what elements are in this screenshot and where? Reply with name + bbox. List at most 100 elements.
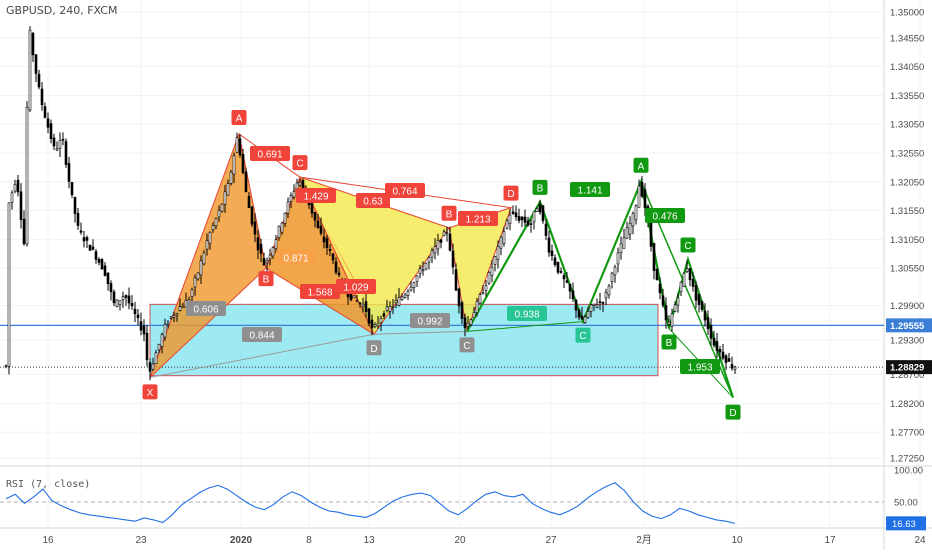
- ratio-label[interactable]: 1.213: [458, 211, 498, 226]
- candle: [289, 192, 293, 209]
- candle: [130, 295, 134, 310]
- candle: [514, 205, 518, 221]
- pattern-point-label[interactable]: D: [503, 185, 519, 201]
- price-tick-label: 1.29900: [890, 301, 924, 312]
- candle: [382, 310, 386, 320]
- candle: [661, 288, 665, 308]
- candle: [721, 343, 725, 361]
- candle: [673, 301, 677, 313]
- candle: [574, 299, 578, 319]
- candle: [76, 207, 80, 230]
- candle: [58, 132, 62, 158]
- candles-layer: [4, 26, 737, 381]
- exchange-label: FXCM: [87, 4, 118, 17]
- ratio-label[interactable]: 0.63: [356, 193, 390, 208]
- candle: [691, 271, 695, 292]
- time-tick-label: 10: [731, 535, 743, 546]
- candle: [70, 181, 74, 199]
- candle: [487, 270, 491, 285]
- candle: [652, 243, 656, 280]
- candle: [325, 235, 329, 255]
- candle: [79, 222, 83, 235]
- pattern-point-label[interactable]: B: [532, 179, 548, 195]
- candle: [553, 254, 557, 268]
- pattern-point-label[interactable]: B: [661, 334, 677, 350]
- rsi-line: [5, 482, 736, 524]
- candle: [73, 196, 77, 223]
- ratio-label[interactable]: 0.871: [276, 250, 316, 265]
- candle: [37, 69, 41, 90]
- candle: [559, 267, 563, 274]
- ratio-label[interactable]: 0.938: [507, 306, 547, 321]
- candle: [523, 209, 527, 227]
- candle: [193, 274, 197, 296]
- pattern-point-label[interactable]: A: [231, 110, 247, 126]
- pattern-point-label[interactable]: C: [680, 237, 696, 253]
- candle: [595, 298, 599, 309]
- time-tick-label: 20: [454, 535, 466, 546]
- price-tick-label: 1.29300: [890, 336, 924, 347]
- pattern-point-label[interactable]: C: [292, 155, 308, 171]
- ratio-label[interactable]: 0.844: [242, 327, 282, 342]
- candle: [274, 234, 278, 254]
- time-tick-label: 16: [42, 535, 54, 546]
- pattern-point-label[interactable]: C: [459, 337, 475, 353]
- price-tick-label: 1.28200: [890, 399, 924, 410]
- pattern-point-label[interactable]: D: [725, 404, 741, 420]
- rsi-title: RSI (7, close): [6, 479, 91, 490]
- candle: [439, 238, 443, 249]
- pattern-point-label[interactable]: B: [258, 271, 274, 287]
- candle: [10, 190, 14, 210]
- candle: [397, 288, 401, 307]
- candle: [562, 272, 566, 289]
- pattern-point-label[interactable]: B: [441, 205, 457, 221]
- candle: [589, 303, 593, 318]
- candle: [370, 314, 374, 336]
- candle: [220, 203, 224, 213]
- svg-text:B: B: [666, 338, 673, 349]
- ratio-label[interactable]: 1.568: [300, 284, 340, 299]
- ratio-label[interactable]: 0.764: [385, 183, 425, 198]
- rsi-value-tag: 16.63: [886, 516, 926, 531]
- candle: [667, 315, 671, 327]
- ratio-label[interactable]: 0.606: [186, 301, 226, 316]
- pattern-point-label[interactable]: D: [366, 340, 382, 356]
- ratio-label[interactable]: 1.029: [336, 279, 376, 294]
- candle: [361, 297, 365, 313]
- candle: [583, 314, 587, 324]
- rsi-tick-label: 100.00: [894, 466, 923, 477]
- time-tick-label: 17: [824, 535, 836, 546]
- price-tick-label: 1.32050: [890, 177, 924, 188]
- svg-text:D: D: [729, 408, 736, 419]
- candle: [475, 297, 479, 317]
- price-tick-label: 1.34550: [890, 33, 924, 44]
- candle: [400, 293, 404, 301]
- pattern-bullish-leg: [466, 321, 584, 332]
- ratio-label[interactable]: 0.476: [645, 208, 685, 223]
- symbol-label: GBPUSD: [6, 4, 53, 17]
- svg-text:16.63: 16.63: [892, 519, 916, 530]
- pattern-point-label[interactable]: C: [575, 327, 591, 343]
- svg-text:0.63: 0.63: [363, 197, 383, 208]
- ratio-label[interactable]: 0.992: [410, 313, 450, 328]
- candle: [694, 280, 698, 309]
- ratio-label[interactable]: 0.691: [250, 146, 290, 161]
- svg-text:1.28829: 1.28829: [890, 363, 924, 374]
- candle: [616, 247, 620, 273]
- ratio-label[interactable]: 1.953: [680, 359, 720, 374]
- svg-text:0.871: 0.871: [283, 254, 308, 265]
- ratio-label[interactable]: 1.429: [296, 188, 336, 203]
- pattern-point-label[interactable]: X: [142, 384, 158, 400]
- price-tick-label: 1.30550: [890, 264, 924, 275]
- ratio-label[interactable]: 1.141: [570, 182, 610, 197]
- candle: [544, 219, 548, 241]
- candle: [196, 272, 200, 281]
- pattern-point-label[interactable]: A: [633, 157, 649, 173]
- candle: [700, 300, 704, 312]
- candle: [658, 277, 662, 300]
- candle: [535, 207, 539, 212]
- candle: [592, 303, 596, 312]
- candle: [208, 231, 212, 250]
